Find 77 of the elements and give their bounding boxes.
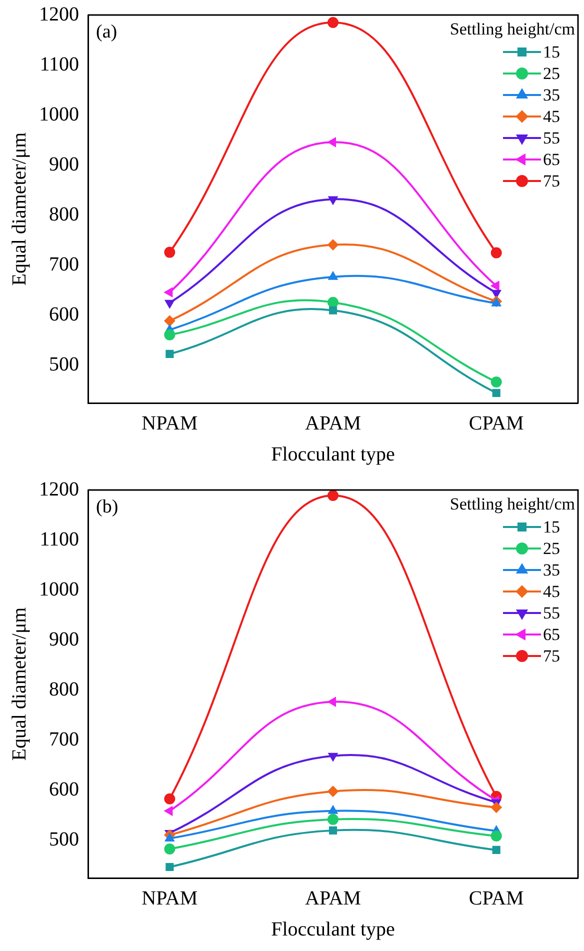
y-tick-label: 1200 <box>39 478 79 500</box>
point <box>164 329 176 340</box>
legend-label: 25 <box>543 64 560 83</box>
legend-label: 75 <box>543 646 560 666</box>
x-tick-label: APAM <box>305 412 362 434</box>
y-tick-label: 700 <box>49 728 79 751</box>
y-tick-label: 900 <box>49 153 79 176</box>
point <box>164 288 173 298</box>
point <box>490 281 500 291</box>
y-tick-label: 1100 <box>40 528 79 550</box>
legend-label: 35 <box>543 560 560 580</box>
point <box>328 814 338 825</box>
point <box>166 350 174 358</box>
point <box>328 196 338 205</box>
x-tick-label: NPAM <box>142 412 198 434</box>
x-tick-label: CPAM <box>468 887 524 910</box>
point <box>164 832 174 842</box>
legend-label: 75 <box>543 171 560 190</box>
y-tick-label: 1000 <box>39 578 79 600</box>
y-axis-title: Equal diameter/μm <box>8 132 30 286</box>
legend-title: Settling height/cm <box>450 19 575 38</box>
x-tick-label: APAM <box>305 887 362 910</box>
point <box>492 388 500 398</box>
y-tick-label: 600 <box>49 778 79 801</box>
point <box>164 843 176 854</box>
legend-label: 55 <box>543 603 560 622</box>
point <box>164 300 174 308</box>
x-axis-title: Flocculant type <box>271 918 396 940</box>
point <box>164 793 176 804</box>
x-tick-label: CPAM <box>468 412 524 434</box>
y-tick-label: 1100 <box>40 53 79 76</box>
legend-label: 55 <box>543 128 560 148</box>
legend-label: 65 <box>543 150 560 169</box>
point <box>490 376 502 388</box>
point <box>328 826 338 834</box>
y-tick-label: 800 <box>49 678 79 701</box>
y-tick-label: 1000 <box>39 103 79 126</box>
point <box>164 806 173 816</box>
point <box>328 137 336 147</box>
y-tick-label: 1200 <box>39 3 79 26</box>
legend-label: 15 <box>543 42 560 62</box>
legend-label: 35 <box>543 85 560 104</box>
point <box>328 271 338 280</box>
point <box>328 805 338 814</box>
legend-label: 45 <box>543 106 560 126</box>
x-axis-title: Flocculant type <box>271 443 396 466</box>
point <box>328 306 338 314</box>
point <box>164 315 176 326</box>
y-tick-label: 900 <box>49 628 79 650</box>
point <box>492 290 502 298</box>
point <box>328 296 338 308</box>
y-tick-label: 700 <box>49 254 79 276</box>
point <box>328 752 338 762</box>
point <box>164 246 176 258</box>
point <box>328 17 338 28</box>
point <box>166 862 174 872</box>
point <box>492 846 500 854</box>
point <box>328 239 338 250</box>
point <box>328 696 336 707</box>
y-tick-label: 600 <box>49 304 79 326</box>
y-tick-label: 500 <box>49 354 79 376</box>
x-tick-label: NPAM <box>142 887 198 910</box>
legend-label: 45 <box>543 582 560 601</box>
point <box>490 247 502 258</box>
point <box>328 786 338 797</box>
legend-label: 15 <box>543 517 560 536</box>
y-axis-title: Equal diameter/μm <box>8 606 30 761</box>
point <box>490 830 502 842</box>
legend-label: 25 <box>543 538 560 558</box>
legend-label: 65 <box>543 624 560 644</box>
y-tick-label: 500 <box>49 828 79 851</box>
annotation: (a) <box>96 21 118 42</box>
annotation: (b) <box>96 496 118 518</box>
point <box>490 802 502 813</box>
legend-title: Settling height/cm <box>450 494 575 514</box>
y-tick-label: 800 <box>49 204 79 226</box>
point <box>328 490 338 502</box>
